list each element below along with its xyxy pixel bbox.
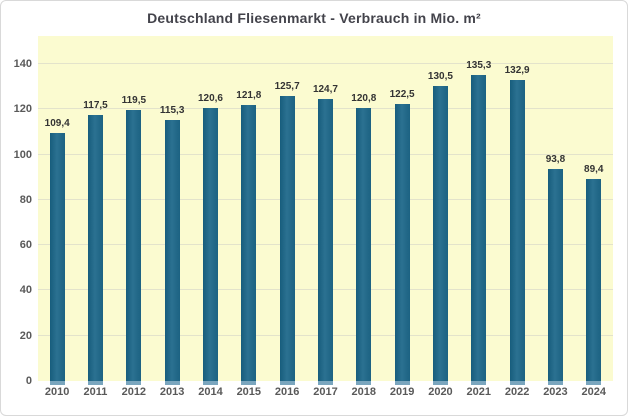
bar-foot [317,381,333,385]
bar-foot [49,381,65,385]
bar-value-label: 124,7 [312,83,338,95]
bar-group: 132,9 [498,36,536,385]
bar-value-label: 135,3 [466,59,492,71]
bar [471,74,487,381]
x-axis-tick-label: 2016 [274,386,300,398]
bar [126,110,142,381]
bar-group: 130,5 [421,36,459,385]
x-axis-tick-label: 2015 [236,386,262,398]
bar-value-label: 93,8 [545,153,566,165]
bar [164,120,180,381]
bar-group: 115,3 [153,36,191,385]
bar-group: 124,7 [306,36,344,385]
bar-group: 121,8 [230,36,268,385]
bar-group: 125,7 [268,36,306,385]
bar-foot [394,381,410,385]
bar-value-label: 109,4 [44,118,70,130]
gridline [38,63,613,65]
x-axis: 2010 2011 2012 2013 2014 2015 2016 2017 2018 2019… [38,386,613,398]
bar-foot [241,381,257,385]
bar-foot [586,381,602,385]
bar-foot [509,381,525,385]
x-axis-tick-label: 2024 [581,386,606,398]
bar [49,133,65,381]
y-axis-tick-label: 40 [19,284,32,297]
x-axis-tick-label: 2013 [159,386,185,398]
bar-group: 120,6 [191,36,229,385]
bar-value-label: 120,6 [197,93,223,104]
bar-group: 122,5 [383,36,421,385]
x-axis-tick-label: 2010 [44,386,70,398]
x-axis-tick-label: 2023 [543,386,568,398]
bar-foot [279,381,295,385]
x-axis-tick-label: 2020 [428,386,453,398]
y-axis-tick-label: 0 [25,375,32,387]
bar-group: 89,4 [575,36,613,385]
bar-value-label: 122,5 [389,88,415,100]
bar [586,178,602,381]
y-axis: 0 20 40 60 80 100 120 140 [1,36,32,387]
x-axis-tick-label: 2022 [504,386,530,398]
bar [547,168,563,381]
x-axis-tick-label: 2014 [198,386,223,398]
y-axis-tick-label: 120 [13,103,32,116]
bar-foot [202,381,218,385]
bar [202,108,218,381]
bar-foot [87,381,103,385]
y-axis-tick-label: 80 [19,193,32,206]
bar-group: 135,3 [460,36,498,385]
bar [279,96,295,381]
bar-value-label: 130,5 [427,70,453,82]
bar-group: 120,8 [345,36,383,385]
bar-group: 117,5 [76,36,114,385]
bar-value-label: 119,5 [121,95,147,107]
bar-value-label: 132,9 [504,65,530,77]
y-axis-tick-label: 60 [19,239,32,252]
bar-value-label: 117,5 [83,100,108,112]
x-axis-tick-label: 2017 [313,386,338,398]
bar-foot [471,381,487,385]
bar [394,103,410,381]
bar-group: 109,4 [38,36,76,385]
bar [432,85,448,381]
bar-group: 119,5 [115,36,153,385]
bar-value-label: 89,4 [584,163,604,175]
bar [317,98,333,381]
bar-value-label: 120,8 [351,92,377,104]
x-axis-tick-label: 2021 [466,386,492,398]
x-axis-tick-label: 2018 [351,386,377,398]
bar [87,115,103,381]
bars-layer: 109,4 117,5 119,5 115,3 120,6 121,8 125,7 124,7… [38,36,613,385]
chart-title: Deutschland Fliesenmarkt - Verbrauch in … [147,10,481,26]
bar-foot [164,381,180,385]
y-axis-tick-label: 20 [19,329,32,342]
bar-value-label: 115,3 [159,105,185,116]
y-axis-tick-label: 140 [13,58,32,71]
x-axis-tick-label: 2012 [121,386,147,398]
bar-foot [432,381,448,385]
y-axis-tick-label: 100 [13,148,32,161]
bar-group: 93,8 [536,36,574,385]
bar-foot [356,381,372,385]
x-axis-tick-label: 2011 [83,386,108,398]
bar-foot [547,381,563,385]
bar [509,80,525,381]
bar [241,105,257,381]
bar-foot [126,381,142,385]
bar-value-label: 125,7 [274,81,300,93]
x-axis-tick-label: 2019 [389,386,415,398]
bar [356,107,372,381]
bar-value-label: 121,8 [236,90,262,102]
